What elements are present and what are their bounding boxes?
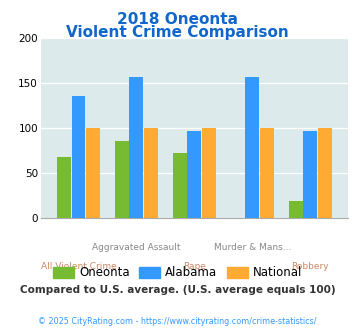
Bar — [260, 128, 274, 218]
Text: Compared to U.S. average. (U.S. average equals 100): Compared to U.S. average. (U.S. average … — [20, 285, 335, 295]
Text: 2018 Oneonta: 2018 Oneonta — [117, 12, 238, 26]
Bar — [86, 128, 100, 218]
Bar — [115, 141, 129, 218]
Bar — [144, 128, 158, 218]
Legend: Oneonta, Alabama, National: Oneonta, Alabama, National — [48, 262, 307, 284]
Text: Aggravated Assault: Aggravated Assault — [92, 243, 181, 251]
Text: Robbery: Robbery — [291, 262, 329, 271]
Bar — [303, 131, 317, 218]
Text: © 2025 CityRating.com - https://www.cityrating.com/crime-statistics/: © 2025 CityRating.com - https://www.city… — [38, 317, 317, 326]
Bar — [72, 95, 86, 218]
Bar — [173, 153, 187, 218]
Bar — [289, 201, 303, 218]
Bar — [130, 77, 143, 218]
Text: Violent Crime Comparison: Violent Crime Comparison — [66, 25, 289, 40]
Bar — [202, 128, 216, 218]
Bar — [318, 128, 332, 218]
Bar — [245, 77, 259, 218]
Text: All Violent Crime: All Violent Crime — [40, 262, 116, 271]
Bar — [57, 157, 71, 218]
Text: Rape: Rape — [183, 262, 206, 271]
Text: Murder & Mans...: Murder & Mans... — [214, 243, 291, 251]
Bar — [187, 131, 201, 218]
